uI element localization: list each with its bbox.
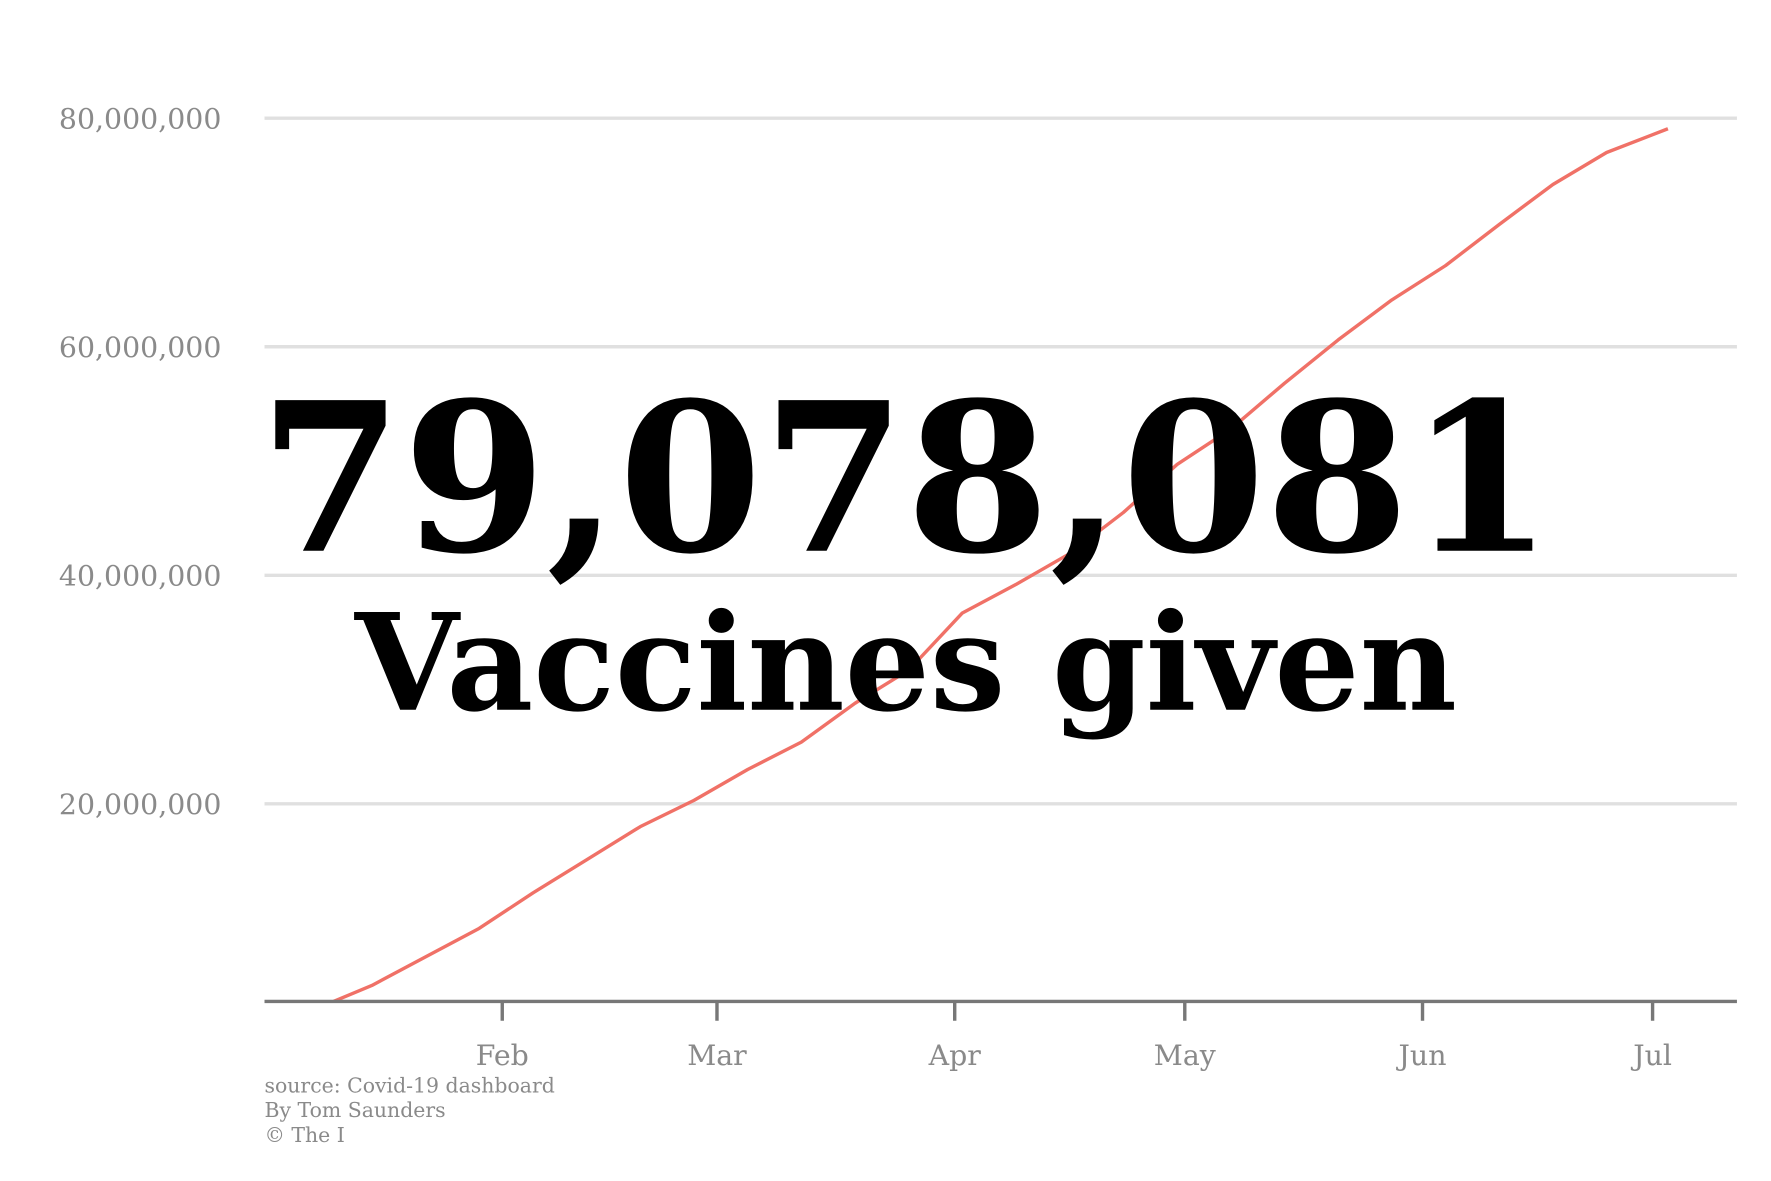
x-tick-label: May: [1154, 1039, 1216, 1072]
byline: By Tom Saunders: [265, 1098, 446, 1122]
x-tick-label: Jul: [1630, 1039, 1672, 1072]
headline-label: Vaccines given: [354, 584, 1457, 742]
x-tick-label: Jun: [1396, 1039, 1447, 1072]
x-tick-label: Apr: [928, 1039, 982, 1072]
line-layer: [332, 127, 1669, 1004]
headline-number: 79,078,081: [259, 357, 1553, 600]
grid: 20,000,000 40,000,000 60,000,000 80,000,000: [59, 102, 1737, 821]
source: source: Covid-19 dashboard: [265, 1073, 555, 1097]
x-axis: Feb Mar Apr May Jun Jul: [264, 999, 1737, 1072]
x-tick-label: Feb: [476, 1039, 529, 1072]
series-line: [332, 127, 1669, 1004]
y-tick-label: 40,000,000: [59, 559, 221, 592]
y-tick-label: 20,000,000: [59, 788, 221, 821]
copyright: © The I: [265, 1123, 345, 1147]
y-tick-label: 60,000,000: [59, 331, 221, 364]
y-tick-label: 80,000,000: [59, 102, 221, 135]
x-tick-label: Mar: [687, 1039, 747, 1072]
